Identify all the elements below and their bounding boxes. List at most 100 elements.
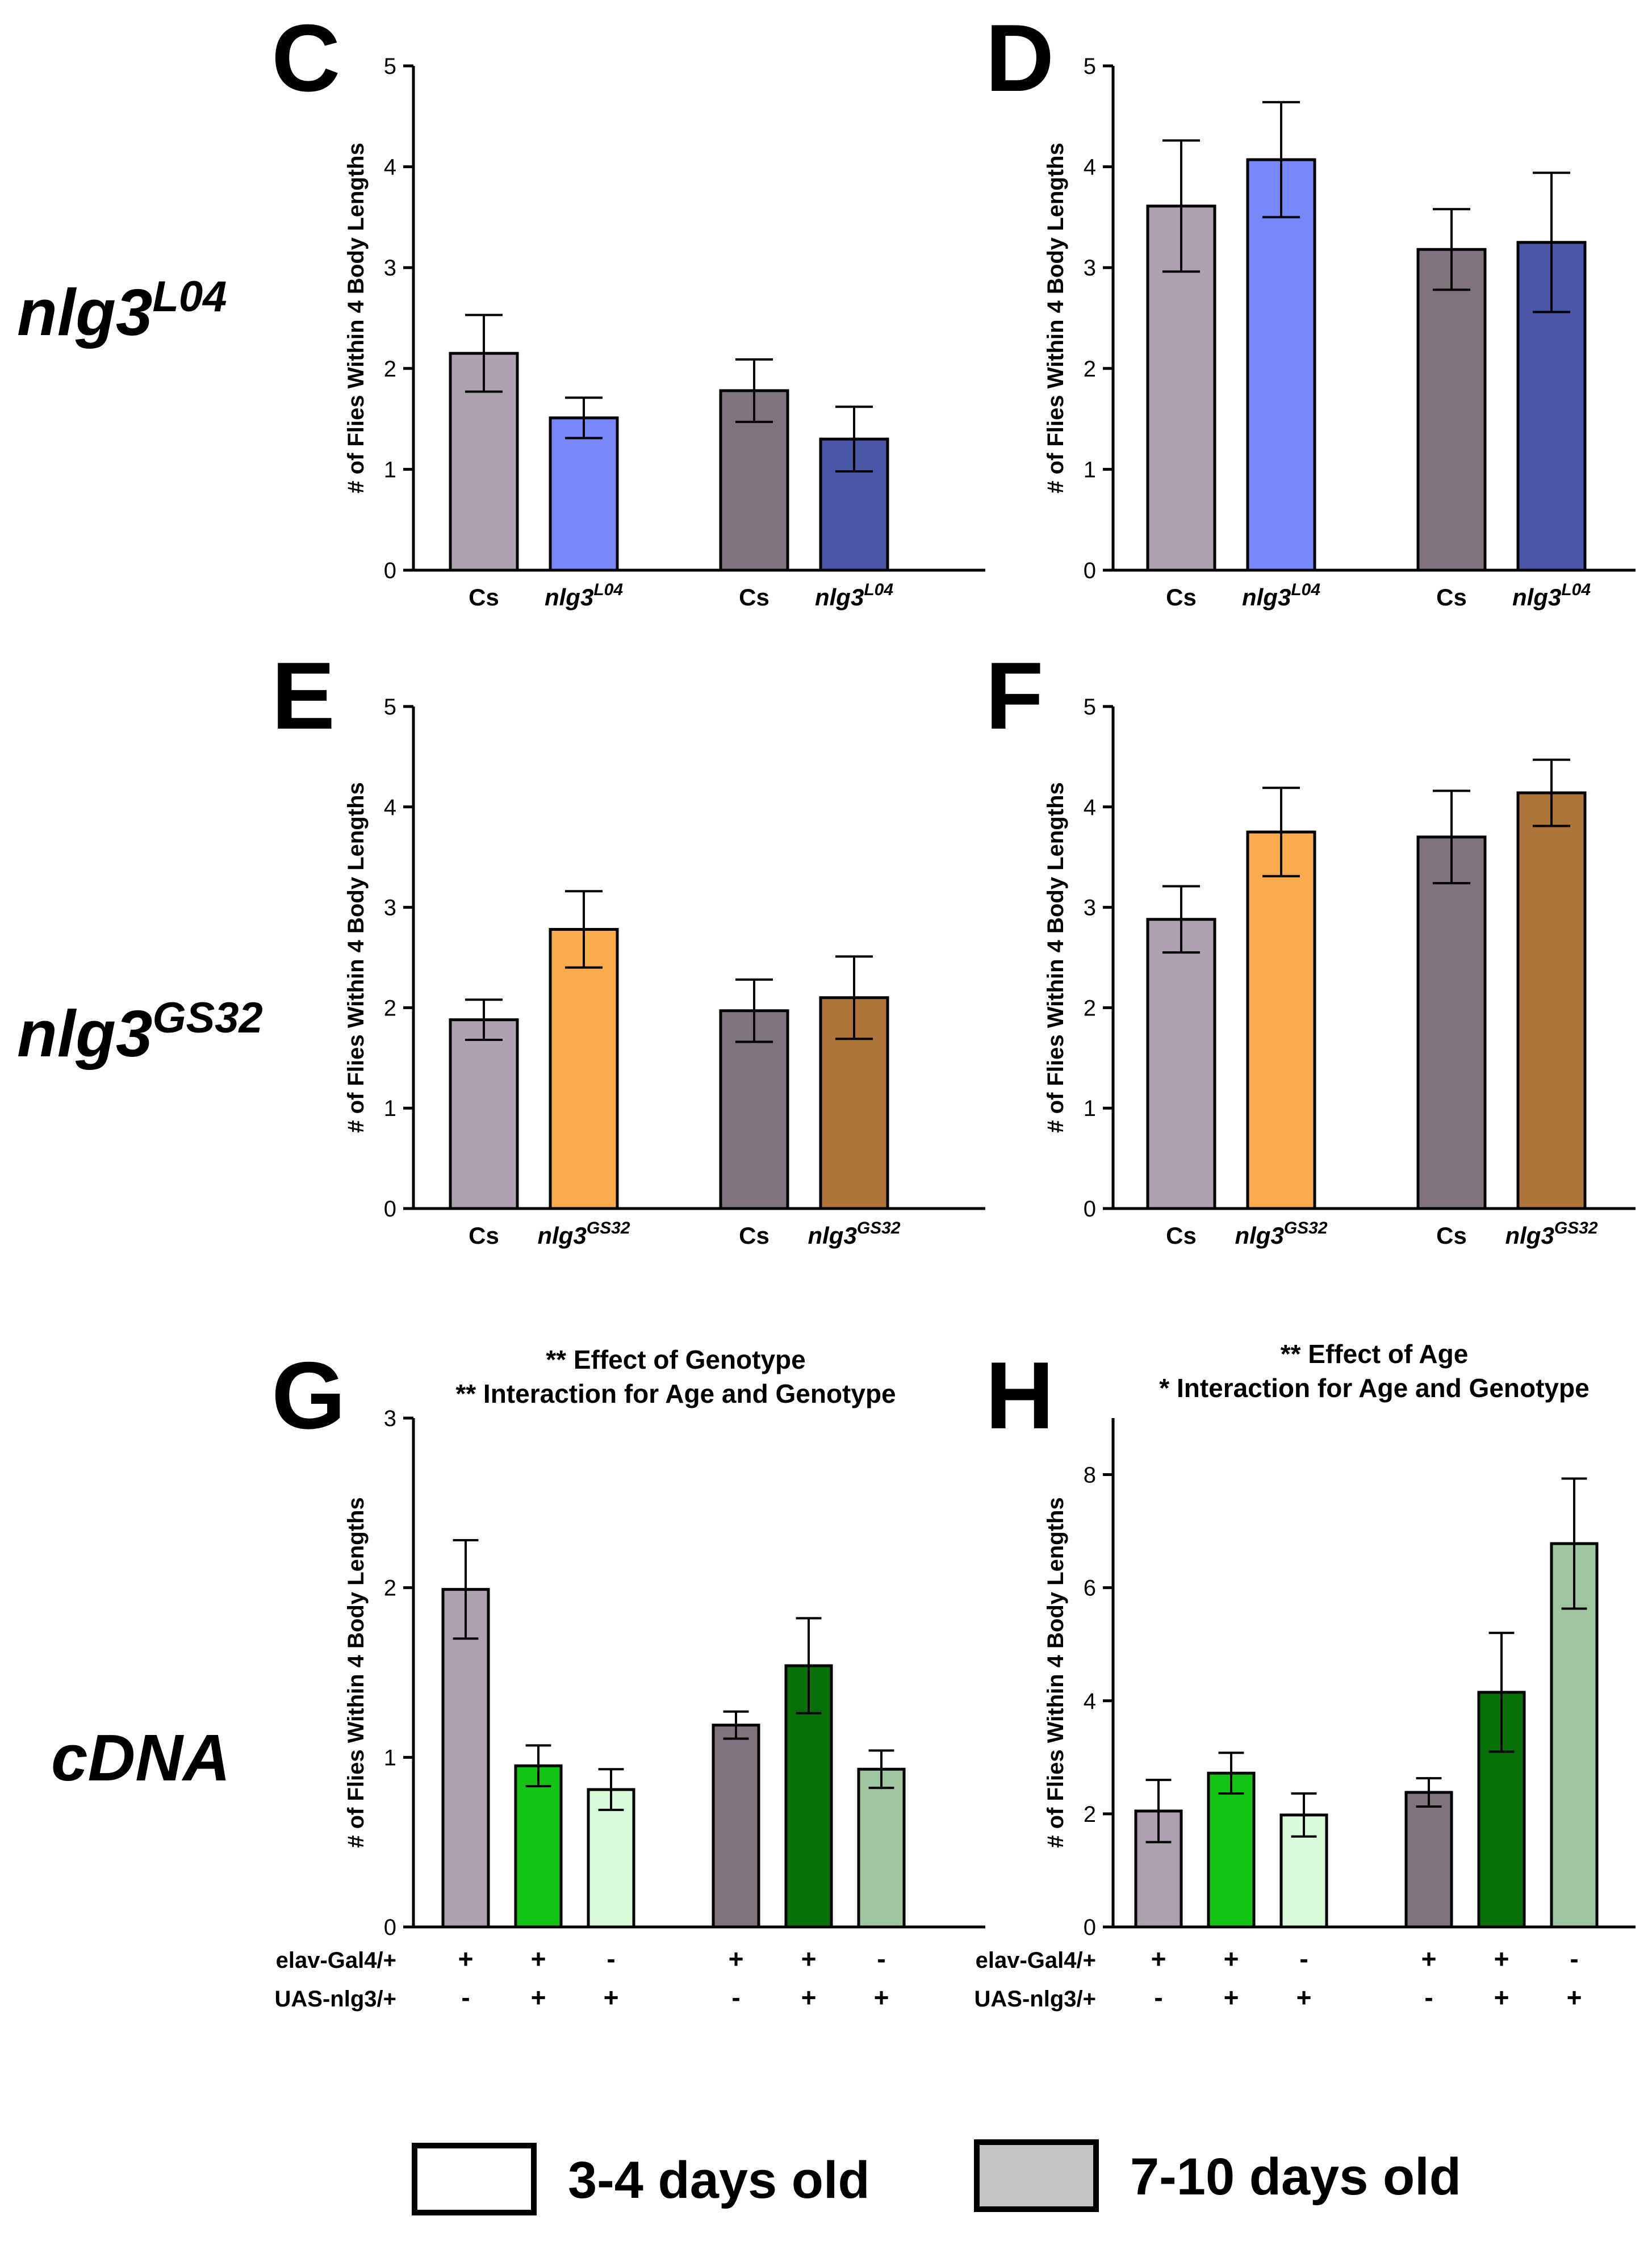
panel-g-chart: G ** Effect of Genotype ** Interaction for…: [271, 1342, 985, 2012]
panel-h-y-tick-label-2: 2: [1084, 1802, 1096, 1827]
panel-h-uas-mark-4: -: [1424, 1983, 1433, 2012]
panel-c-error-bar-2: [564, 396, 603, 440]
panel-h-uas-mark-6: +: [1567, 1983, 1582, 2012]
panel-g-y-tick-label-1: 1: [384, 1745, 396, 1770]
panel-c-x-label-1: Cs: [469, 584, 499, 611]
panel-g-error-bar-4: [723, 1710, 749, 1740]
panel-h-uas-mark-3: +: [1296, 1983, 1312, 2012]
panel-f-bar-1: [1146, 918, 1216, 1210]
panel-e-y-tick-label-2: 2: [384, 996, 396, 1021]
row-label-nlg3-l04: nlg3L04: [17, 273, 227, 349]
panel-letter-d: D: [985, 5, 1054, 111]
panel-g-uas-mark-2: +: [531, 1983, 546, 2012]
panel-g-uas-mark-1: -: [461, 1983, 470, 2012]
panel-h-y-tick-label-8: 8: [1084, 1463, 1096, 1488]
panel-h-uas-mark-1: -: [1154, 1983, 1162, 2012]
panel-letter-e: E: [271, 642, 335, 749]
panel-e-x-label-1: Cs: [469, 1222, 499, 1249]
panel-d-y-tick-label-4: 4: [1084, 155, 1096, 180]
panel-g-elav-mark-5: +: [801, 1944, 817, 1974]
panel-h-elav-mark-1: +: [1151, 1944, 1166, 1974]
panel-g-y-tick-label-0: 0: [384, 1915, 396, 1940]
panel-g-title-line-1: ** Effect of Genotype: [546, 1345, 806, 1374]
panel-f-y-tick-label-2: 2: [1084, 996, 1096, 1021]
panel-d-y-axis-label: # of Flies Within 4 Body Lengths: [1043, 143, 1068, 493]
panel-g-elav-mark-6: -: [877, 1944, 885, 1974]
panel-letter-h: H: [985, 1342, 1054, 1449]
panel-d-bar-3: [1416, 248, 1487, 572]
panel-e-bar-1: [449, 1018, 519, 1210]
panel-c-y-tick-label-4: 4: [384, 155, 396, 180]
legend-old-swatch: [974, 2139, 1099, 2212]
panel-h-uas-mark-5: +: [1494, 1983, 1509, 2012]
panel-d-y-tick-label-1: 1: [1084, 457, 1096, 482]
legend: 3-4 days old 7-10 days old: [412, 2139, 1461, 2215]
panel-h-elav-mark-4: +: [1421, 1944, 1437, 1974]
panel-g-error-bar-1: [453, 1539, 479, 1640]
panel-f-y-tick-label-3: 3: [1084, 896, 1096, 921]
panel-d-x-label-4: nlg3L04: [1512, 580, 1591, 611]
panel-c-error-bar-1: [465, 313, 503, 393]
panel-h-title-line-2: * Interaction for Age and Genotype: [1159, 1373, 1589, 1403]
panel-c-y-tick-label-0: 0: [384, 558, 396, 583]
panel-g-bar-4: [712, 1724, 760, 1929]
panel-f-x-label-1: Cs: [1166, 1222, 1197, 1249]
panel-d-error-bar-4: [1532, 172, 1571, 313]
panel-g-bar-1: [441, 1588, 490, 1929]
panel-f-y-tick-label-5: 5: [1084, 695, 1096, 720]
panel-c-y-axis-label: # of Flies Within 4 Body Lengths: [344, 143, 369, 493]
panel-h-elav-mark-5: +: [1494, 1944, 1509, 1974]
panel-d-error-bar-3: [1432, 208, 1471, 291]
panel-h-y-tick-label-6: 6: [1084, 1576, 1096, 1601]
panel-h-bar-4: [1404, 1791, 1453, 1929]
legend-young-label: 3-4 days old: [568, 2151, 870, 2209]
panel-h-elav-mark-2: +: [1224, 1944, 1239, 1974]
panel-f-x-label-2: nlg3GS32: [1235, 1219, 1327, 1249]
panel-f-y-tick-label-1: 1: [1084, 1096, 1096, 1121]
panel-g-uas-mark-6: +: [874, 1983, 889, 2012]
panel-h-bar-2: [1207, 1771, 1256, 1929]
panel-h-chart: H ** Effect of Age * Interaction for Age a…: [975, 1339, 1636, 2012]
panel-e-error-bar-1: [465, 998, 503, 1041]
panel-g-bar-2: [514, 1764, 563, 1929]
panel-g-elav-mark-1: +: [458, 1944, 474, 1974]
panel-g-elav-row-label: elav-Gal4/+: [276, 1948, 396, 1973]
panel-letter-f: F: [985, 642, 1044, 749]
panel-f-x-label-4: nlg3GS32: [1505, 1219, 1597, 1249]
panel-f-y-axis-label: # of Flies Within 4 Body Lengths: [1043, 782, 1068, 1132]
row-label-cdna: cDNA: [51, 1721, 231, 1795]
panel-g-elav-mark-4: +: [729, 1944, 744, 1974]
panel-f-error-bar-4: [1532, 758, 1571, 827]
panel-g-elav-mark-2: +: [531, 1944, 546, 1974]
panel-e-y-axis-label: # of Flies Within 4 Body Lengths: [344, 782, 369, 1132]
panel-c-y-tick-label-2: 2: [384, 357, 396, 382]
panel-c-bar-2: [549, 416, 619, 572]
panel-g-error-bar-2: [525, 1744, 551, 1788]
panel-c-chart: C # of Flies Within 4 Body Lengths 0 1 2 3 4 5 C…: [271, 5, 985, 611]
panel-h-error-bar-4: [1416, 1777, 1442, 1808]
panel-e-y-tick-label-4: 4: [384, 795, 396, 820]
panel-h-uas-row-label: UAS-nlg3/+: [975, 1987, 1096, 2012]
panel-h-error-bar-5: [1488, 1632, 1515, 1753]
panel-h-bar-3: [1279, 1813, 1328, 1929]
panel-c-y-tick-label-5: 5: [384, 54, 396, 79]
panel-d-x-label-1: Cs: [1166, 584, 1197, 611]
panel-h-uas-mark-2: +: [1224, 1983, 1239, 2012]
panel-g-uas-mark-4: -: [731, 1983, 740, 2012]
legend-old-label: 7-10 days old: [1130, 2148, 1461, 2206]
panel-c-y-tick-label-3: 3: [384, 256, 396, 281]
panel-e-bar-3: [719, 1009, 789, 1210]
panel-d-x-label-2: nlg3L04: [1242, 580, 1320, 611]
panel-c-x-label-2: nlg3L04: [545, 580, 623, 611]
legend-young-swatch: [412, 2143, 537, 2215]
panel-h-y-tick-label-0: 0: [1084, 1915, 1096, 1940]
panel-h-elav-mark-3: -: [1299, 1944, 1308, 1974]
panel-d-y-tick-label-2: 2: [1084, 357, 1096, 382]
panel-e-x-label-3: Cs: [739, 1222, 769, 1249]
panel-g-uas-mark-3: +: [604, 1983, 619, 2012]
panel-d-bar-2: [1246, 158, 1316, 572]
panel-c-error-bar-4: [835, 405, 873, 473]
panel-e-y-tick-label-5: 5: [384, 695, 396, 720]
panel-h-error-bar-1: [1145, 1779, 1172, 1843]
